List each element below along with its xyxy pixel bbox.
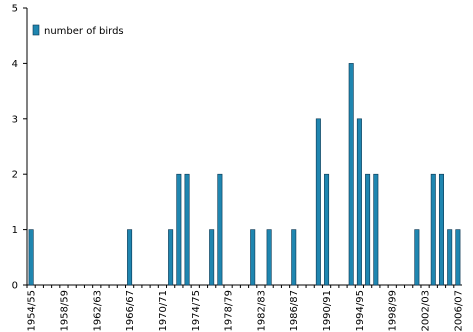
bar bbox=[250, 229, 256, 286]
bar bbox=[217, 173, 223, 286]
x-tick-label: 1978/79 bbox=[224, 290, 235, 332]
bar bbox=[291, 229, 297, 286]
y-tick-label: 4 bbox=[12, 59, 18, 70]
bar bbox=[324, 173, 330, 286]
y-tick-label: 3 bbox=[12, 114, 18, 125]
x-tick-label: 1990/91 bbox=[322, 290, 333, 332]
x-tick-label: 1998/99 bbox=[388, 290, 399, 332]
bar bbox=[455, 229, 461, 286]
x-tick-label: 1966/67 bbox=[125, 290, 136, 332]
bar bbox=[209, 229, 215, 286]
bar bbox=[266, 229, 272, 286]
legend-swatch bbox=[32, 24, 40, 36]
x-tick-label: 1954/55 bbox=[27, 290, 38, 332]
x-tick-label: 1982/83 bbox=[256, 290, 267, 332]
x-tick-label: 2002/03 bbox=[421, 290, 432, 332]
x-tick-label: 1958/59 bbox=[59, 290, 70, 332]
y-tick-label: 1 bbox=[12, 225, 18, 236]
x-tick-label: 1962/63 bbox=[92, 290, 103, 332]
bar bbox=[28, 229, 34, 286]
bar bbox=[176, 173, 182, 286]
y-tick-label: 0 bbox=[12, 281, 18, 292]
y-tick-label: 2 bbox=[12, 170, 18, 181]
x-tick-label: 2006/07 bbox=[453, 290, 464, 332]
bar bbox=[373, 173, 379, 286]
bar bbox=[127, 229, 133, 286]
legend-label: number of birds bbox=[44, 26, 124, 37]
x-tick-label: 1974/75 bbox=[191, 290, 202, 332]
x-tick-label: 1994/95 bbox=[355, 290, 366, 332]
bar bbox=[447, 229, 453, 286]
bar bbox=[438, 173, 444, 286]
bar bbox=[414, 229, 420, 286]
bar bbox=[315, 118, 321, 286]
y-tick-label: 5 bbox=[12, 4, 18, 15]
bar bbox=[365, 173, 371, 286]
bar bbox=[184, 173, 190, 286]
x-tick-label: 1970/71 bbox=[158, 290, 169, 332]
bar bbox=[348, 63, 354, 286]
bar bbox=[168, 229, 174, 286]
bar bbox=[430, 173, 436, 286]
x-tick-label: 1986/87 bbox=[289, 290, 300, 332]
bar bbox=[356, 118, 362, 286]
